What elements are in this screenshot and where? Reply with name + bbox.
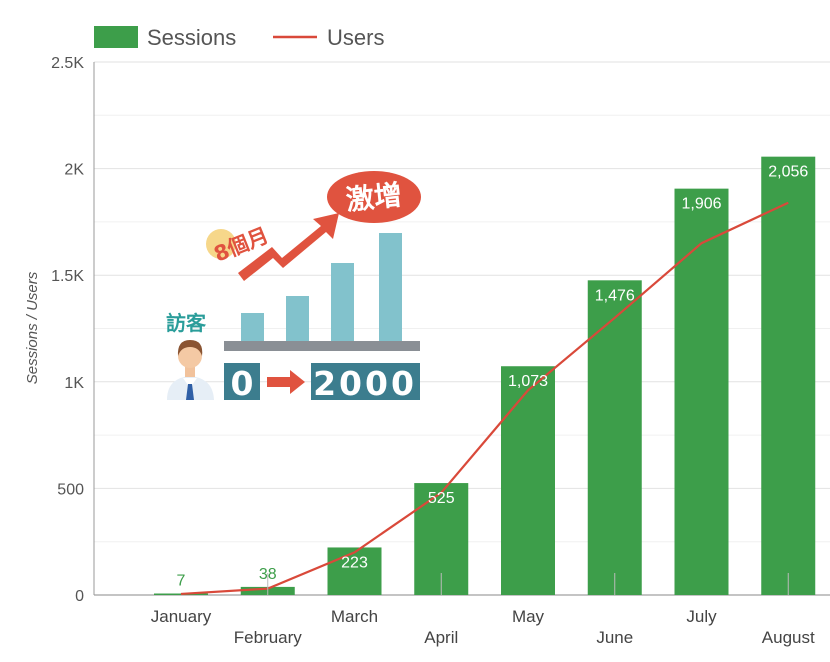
visitors-text: 訪客 bbox=[166, 311, 207, 335]
months-badge-icon bbox=[206, 229, 236, 259]
sessions-bar bbox=[674, 188, 729, 595]
from-value: 0 bbox=[231, 364, 254, 403]
growth-arrow-icon bbox=[238, 213, 339, 281]
y-axis-label: Sessions / Users bbox=[24, 271, 41, 384]
legend: Sessions Users bbox=[94, 25, 384, 50]
infographic-bar bbox=[241, 313, 264, 341]
to-value-box bbox=[311, 363, 420, 400]
x-tick-label: May bbox=[512, 607, 545, 626]
users-line bbox=[180, 201, 789, 596]
sessions-bar bbox=[501, 366, 555, 595]
y-tick-label: 500 bbox=[57, 481, 84, 498]
legend-users-label[interactable]: Users bbox=[327, 25, 384, 50]
from-value-box bbox=[224, 363, 260, 400]
users-line-path bbox=[180, 201, 789, 596]
person-icon bbox=[167, 340, 214, 400]
data-label: 1,906 bbox=[681, 196, 721, 213]
data-label: 223 bbox=[341, 554, 368, 571]
surge-text: 激增 bbox=[344, 178, 403, 217]
sessions-bar bbox=[327, 547, 382, 595]
x-tick-label: March bbox=[331, 607, 378, 626]
x-tick-label: June bbox=[596, 628, 633, 647]
data-label: 7 bbox=[177, 573, 186, 590]
x-axis-labels: January February March April May June July Augu… bbox=[151, 573, 815, 647]
data-label: 1,073 bbox=[508, 373, 548, 390]
y-tick-label: 0 bbox=[75, 588, 84, 605]
infographic-bar bbox=[379, 233, 402, 341]
x-tick-label: August bbox=[762, 628, 815, 647]
legend-sessions-swatch[interactable] bbox=[94, 26, 138, 48]
y-tick-label: 2.5K bbox=[51, 55, 84, 72]
arrow-right-icon bbox=[267, 370, 305, 394]
sessions-bar bbox=[587, 280, 642, 595]
x-tick-label: July bbox=[686, 607, 717, 626]
sessions-bar bbox=[761, 156, 816, 595]
y-tick-label: 2K bbox=[64, 162, 84, 179]
gridlines bbox=[93, 61, 830, 596]
data-label: 525 bbox=[428, 490, 455, 507]
infographic-overlay: 8個月 激增 訪客 0 2000 bbox=[166, 171, 421, 403]
infographic-bar bbox=[286, 296, 309, 341]
y-axis-ticks: 0 500 1K 1.5K 2K 2.5K bbox=[51, 55, 84, 605]
infographic-baseline bbox=[224, 341, 420, 351]
y-tick-label: 1K bbox=[64, 375, 84, 392]
data-label: 2,056 bbox=[768, 164, 808, 181]
infographic-bar bbox=[331, 263, 354, 341]
x-tick-label: January bbox=[151, 607, 212, 626]
x-tick-label: April bbox=[424, 628, 458, 647]
to-value: 2000 bbox=[313, 364, 417, 403]
surge-badge-icon bbox=[327, 171, 421, 223]
sessions-bar bbox=[154, 593, 208, 595]
legend-sessions-label[interactable]: Sessions bbox=[147, 25, 236, 50]
y-tick-label: 1.5K bbox=[51, 268, 84, 285]
x-tick-label: February bbox=[234, 628, 303, 647]
data-label: 1,476 bbox=[595, 287, 635, 304]
